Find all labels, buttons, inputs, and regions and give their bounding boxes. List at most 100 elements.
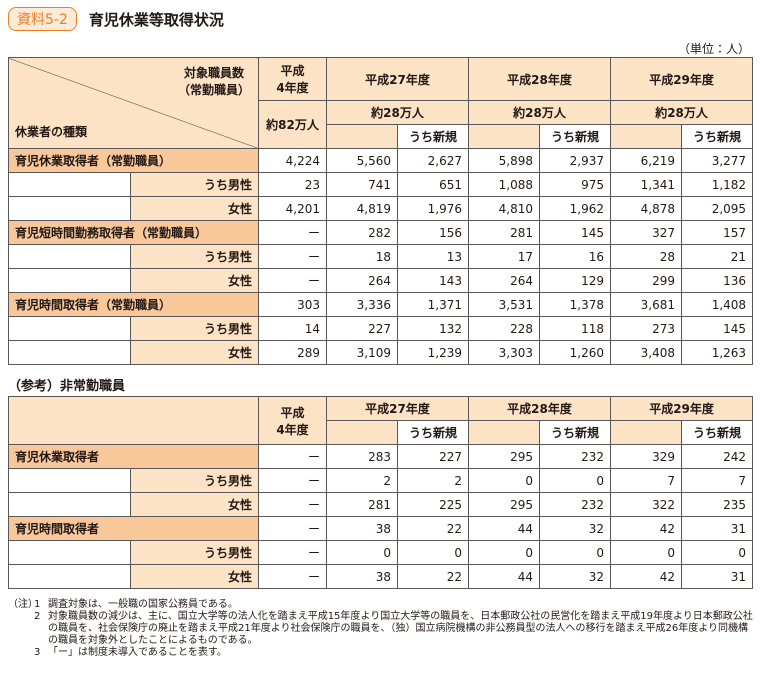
staff-header: 約28万人	[468, 100, 612, 125]
sub-label: 女性	[130, 340, 259, 365]
cell: 232	[539, 444, 612, 469]
badge: 資料5-2	[8, 7, 77, 31]
note-number: 2	[34, 611, 41, 622]
text-line: 平成	[280, 64, 305, 78]
sub-label: うち男性	[130, 172, 259, 197]
cell: 1,239	[396, 340, 470, 365]
cell: 232	[539, 492, 612, 517]
sub-label: 女性	[130, 268, 259, 293]
note-number: 3	[34, 647, 41, 658]
blank-header	[610, 420, 683, 445]
cell: ー	[258, 468, 327, 493]
cell: 228	[468, 316, 541, 341]
cell: 242	[681, 444, 754, 469]
cell: 303	[258, 292, 327, 317]
cell: 4,224	[258, 148, 327, 173]
note-text: 調査対象は、一般職の国家公務員である。	[48, 599, 238, 610]
blank-cell	[8, 316, 131, 341]
cell: 264	[468, 268, 541, 293]
cell: 1,962	[539, 196, 612, 221]
cell: ー	[258, 492, 327, 517]
cell: 5,898	[468, 148, 541, 173]
corner-bottom: 休業者の種類	[15, 125, 88, 139]
sub-label: うち男性	[130, 540, 259, 565]
blank-cell	[8, 540, 131, 565]
row-label: 育児休業取得者	[8, 444, 259, 469]
cell: 235	[681, 492, 754, 517]
sub-row: 女性 4,201 4,819 1,976 4,810 1,962 4,878 2,095	[8, 196, 754, 221]
cell: 0	[610, 540, 683, 565]
cell: 16	[539, 244, 612, 269]
note: （注） 1 調査対象は、一般職の国家公務員である。	[8, 599, 753, 611]
cell: 295	[468, 444, 541, 469]
blank-cell	[8, 244, 131, 269]
text-line: 対象職員数	[183, 66, 244, 80]
group-row: 育児時間取得者ー 38 22 44 32 42 31	[8, 516, 754, 541]
cell: 21	[681, 244, 754, 269]
cell: 22	[396, 564, 470, 589]
note-text: 対象職員数の減少は、主に、国立大学等の法人化を踏まえ平成15年度より国立大学等の…	[48, 611, 753, 646]
cell: 975	[539, 172, 612, 197]
blank-cell	[8, 268, 131, 293]
cell: 289	[258, 340, 327, 365]
cell: 3,277	[681, 148, 754, 173]
section-title: （参考）非常勤職員	[8, 379, 126, 394]
cell: 32	[539, 516, 612, 541]
cell: 1,260	[539, 340, 612, 365]
row-label: 育児時間取得者	[8, 516, 259, 541]
blank-header	[610, 124, 683, 149]
cell: 143	[396, 268, 470, 293]
cell: 1,088	[468, 172, 541, 197]
sub-row: うち男性 23 741 651 1,088 975 1,341 1,182	[8, 172, 754, 197]
blank-cell	[8, 340, 131, 365]
cell: 227	[326, 316, 398, 341]
cell: 129	[539, 268, 612, 293]
note-prefix	[8, 647, 34, 659]
cell: 7	[681, 468, 754, 493]
cell: 3,408	[610, 340, 683, 365]
group-row: 育児休業取得者（常勤職員） 4,224 5,560 2,627 5,898 2,937 6,…	[8, 148, 754, 173]
notes: （注） 1 調査対象は、一般職の国家公務員である。 2 対象職員数の減少は、主に、国立大…	[8, 599, 753, 659]
row-label: 育児休業取得者（常勤職員）	[8, 148, 259, 173]
cell: 156	[396, 220, 470, 245]
corner-cell: 対象職員数 （常勤職員） 休業者の種類	[8, 57, 259, 149]
new-header: うち新規	[539, 420, 612, 445]
staff-header: 約28万人	[325, 100, 470, 125]
blank-header	[468, 420, 541, 445]
cell: 0	[468, 468, 541, 493]
cell: ー	[258, 540, 327, 565]
text-line: （常勤職員）	[177, 83, 250, 97]
cell: 0	[396, 540, 470, 565]
cell: 157	[681, 220, 754, 245]
cell: 31	[681, 564, 754, 589]
cell: 264	[326, 268, 398, 293]
cell: 42	[610, 516, 683, 541]
cell: 1,378	[539, 292, 612, 317]
blank-cell	[8, 172, 131, 197]
text-line: 平成	[280, 405, 305, 420]
blank-cell	[8, 468, 131, 493]
year-header: 平成27年度	[325, 57, 470, 101]
new-header: うち新規	[396, 124, 470, 149]
row-label: 育児時間取得者（常勤職員）	[8, 292, 259, 317]
cell: 132	[396, 316, 470, 341]
sub-row: うち男性 14 227 132 228 118 273 145	[8, 316, 754, 341]
sub-row: うち男性ー 0 0 0 0 0 0	[8, 540, 754, 565]
header-row: うち新規 うち新規 うち新規	[9, 124, 754, 149]
group-row: 育児短時間勤務取得者（常勤職員）ー 282 156 281 145 327 157	[8, 220, 754, 245]
sub-label: うち男性	[130, 244, 259, 269]
sub-label: 女性	[130, 196, 259, 221]
year-header: 平成29年度	[610, 57, 754, 101]
cell: 1,341	[610, 172, 683, 197]
base-year: 平成 4年度	[258, 57, 327, 101]
sub-label: 女性	[130, 564, 259, 589]
note: 2 対象職員数の減少は、主に、国立大学等の法人化を踏まえ平成15年度より国立大学等…	[8, 611, 753, 647]
text-line: 4年度	[276, 81, 309, 95]
cell: 651	[396, 172, 470, 197]
header-row: 対象職員数 （常勤職員） 休業者の種類 平成 4年度 平成27年度 平成28年度 平成29年度	[8, 57, 754, 149]
cell: 38	[326, 516, 398, 541]
note-prefix	[8, 611, 34, 647]
table-regular: 対象職員数 （常勤職員） 休業者の種類 平成 4年度 平成27年度 平成28年度 平成29年度…	[8, 57, 754, 365]
note-text: 「ー」は制度未導入であることを表す。	[48, 647, 227, 658]
